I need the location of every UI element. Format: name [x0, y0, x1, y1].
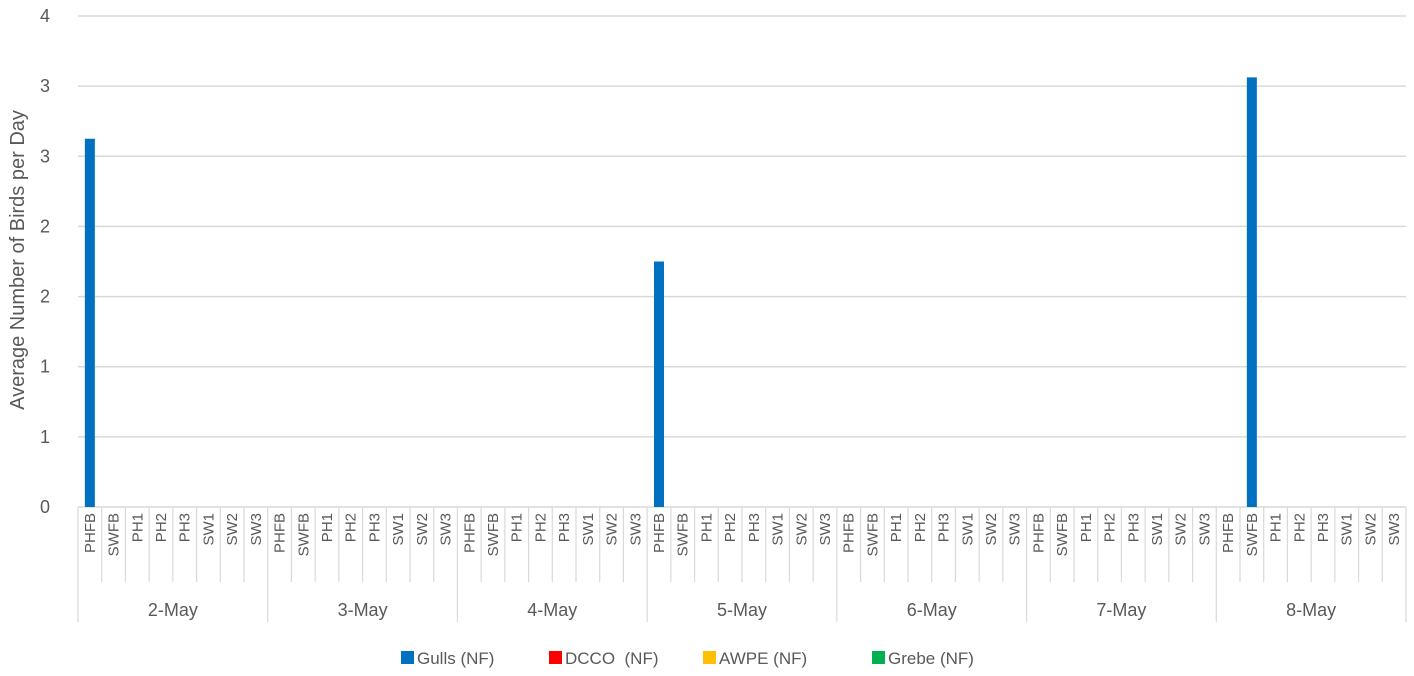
x-category-label: SW3: [817, 513, 834, 546]
y-tick-label: 4: [40, 6, 50, 26]
x-category-label: SW2: [414, 513, 431, 546]
x-category-label: SW3: [1007, 513, 1024, 546]
x-category-label: PHFB: [1030, 513, 1047, 553]
x-group-label: 2-May: [148, 600, 198, 620]
x-category-label: SWFB: [485, 513, 502, 556]
x-category-label: SW2: [604, 513, 621, 546]
x-category-label: PH3: [556, 513, 573, 542]
legend-swatch: [401, 651, 414, 664]
x-category-label: SW3: [248, 513, 265, 546]
y-tick-label: 3: [40, 146, 50, 166]
x-group-label: 4-May: [527, 600, 577, 620]
y-axis-title: Average Number of Birds per Day: [7, 110, 29, 410]
x-category-label: PHFB: [651, 513, 668, 553]
x-category-label: SW1: [390, 513, 407, 546]
bar: [654, 261, 664, 507]
legend-swatch: [872, 651, 885, 664]
x-category-label: PH2: [1102, 513, 1119, 542]
x-category-label: SW1: [200, 513, 217, 546]
legend-label: AWPE (NF): [719, 649, 807, 668]
legend-swatch: [549, 651, 562, 664]
bars: [84, 77, 1257, 507]
legend-label: Grebe (NF): [888, 649, 974, 668]
x-category-label: PH3: [177, 513, 194, 542]
x-category-label: SW3: [1386, 513, 1403, 546]
x-category-label: PH3: [366, 513, 383, 542]
x-category-label: PHFB: [841, 513, 858, 553]
x-category-label: SW3: [1196, 513, 1213, 546]
legend-swatch: [703, 651, 716, 664]
y-tick-label: 0: [40, 497, 50, 517]
legend-label: Gulls (NF): [417, 649, 494, 668]
x-category-label: SWFB: [1244, 513, 1261, 556]
x-group-label: 3-May: [338, 600, 388, 620]
x-category-label: PH1: [888, 513, 905, 542]
x-category-label: PHFB: [82, 513, 99, 553]
x-category-label: PH3: [1315, 513, 1332, 542]
x-category-label: SW2: [1173, 513, 1190, 546]
x-category-label: SWFB: [106, 513, 123, 556]
x-category-label: SW1: [580, 513, 597, 546]
y-tick-label: 1: [40, 427, 50, 447]
y-tick-label: 2: [40, 287, 50, 307]
y-tick-label: 2: [40, 216, 50, 236]
x-category-label: SW2: [793, 513, 810, 546]
x-category-label: PHFB: [461, 513, 478, 553]
x-category-label: PH2: [722, 513, 739, 542]
x-group-label: 7-May: [1096, 600, 1146, 620]
x-category-label: SW2: [983, 513, 1000, 546]
x-category-label: PHFB: [1220, 513, 1237, 553]
legend: Gulls (NF) DCCO (NF) AWPE (NF) Grebe (NF): [401, 649, 974, 668]
x-category-label: SW3: [438, 513, 455, 546]
x-category-label: SWFB: [295, 513, 312, 556]
x-category-label: PH1: [698, 513, 715, 542]
x-category-label: PHFB: [272, 513, 289, 553]
x-category-label: PH1: [1268, 513, 1285, 542]
x-category-label: SW2: [224, 513, 241, 546]
x-category-label: SW1: [1149, 513, 1166, 546]
x-category-label: PH3: [936, 513, 953, 542]
x-category-label: PH2: [1291, 513, 1308, 542]
x-category-label: SW3: [627, 513, 644, 546]
x-category-label: PH3: [746, 513, 763, 542]
x-category-label: PH3: [1125, 513, 1142, 542]
x-category-label: PH2: [532, 513, 549, 542]
x-category-label: SW1: [1339, 513, 1356, 546]
gridlines: [78, 15, 1406, 508]
x-category-label: SWFB: [864, 513, 881, 556]
x-category-label: SWFB: [675, 513, 692, 556]
x-category-label: SW1: [770, 513, 787, 546]
legend-label: DCCO (NF): [565, 649, 658, 668]
x-axis-categories: PHFB SWFB PH1 PH2 PH3 SW1 SW2 SW3 2-May PHFB SWFB P…: [77, 507, 1407, 622]
x-category-label: PH2: [153, 513, 170, 542]
x-category-label: PH2: [912, 513, 929, 542]
x-group-label: 5-May: [717, 600, 767, 620]
bar: [1246, 77, 1257, 507]
x-category-label: PH2: [343, 513, 360, 542]
x-group-label: 8-May: [1286, 600, 1336, 620]
y-tick-label: 1: [40, 357, 50, 377]
x-category-label: PH1: [129, 513, 146, 542]
x-category-label: SW1: [959, 513, 976, 546]
x-group-label: 6-May: [907, 600, 957, 620]
x-category-label: PH1: [319, 513, 336, 542]
bar: [84, 138, 95, 507]
x-category-label: PH1: [1078, 513, 1095, 542]
x-category-label: PH1: [509, 513, 526, 542]
x-category-label: SWFB: [1054, 513, 1071, 556]
y-tick-label: 3: [40, 76, 50, 96]
x-category-label: SW2: [1362, 513, 1379, 546]
y-axis-ticks: 0 1 1 2 2 3 3 4: [40, 6, 50, 517]
